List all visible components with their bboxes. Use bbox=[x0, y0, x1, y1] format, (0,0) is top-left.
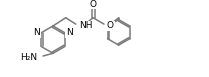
Text: H₂N: H₂N bbox=[20, 53, 37, 62]
Text: N: N bbox=[66, 28, 73, 37]
Text: O: O bbox=[90, 0, 97, 9]
Text: NH: NH bbox=[79, 21, 93, 30]
Text: O: O bbox=[107, 21, 114, 30]
Text: N: N bbox=[33, 28, 40, 37]
